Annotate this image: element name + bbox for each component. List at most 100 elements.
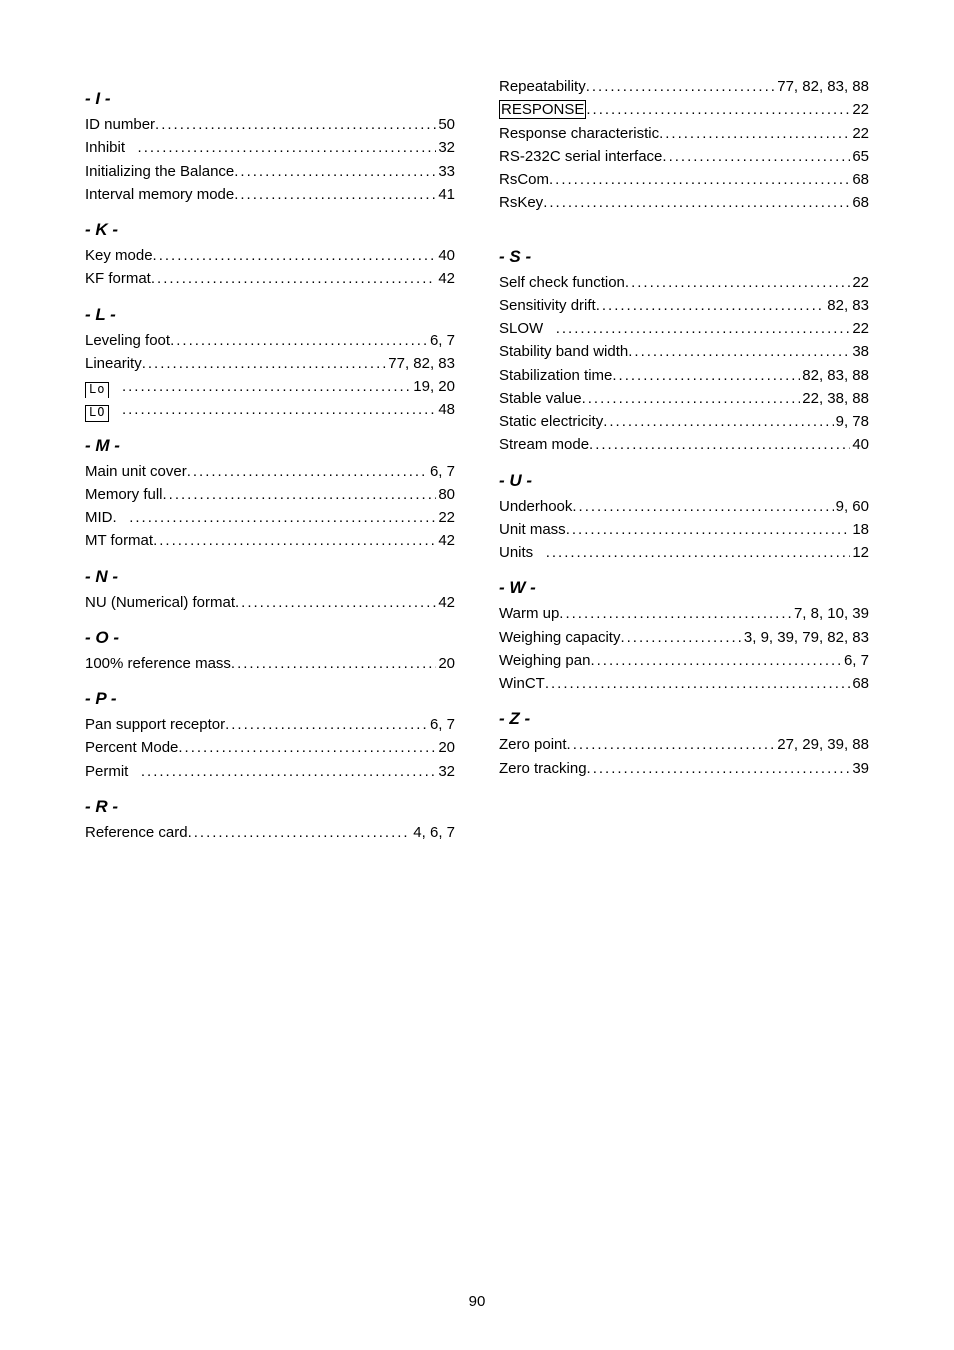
index-pages: 3, 9, 39, 79, 82, 83 [742,626,869,649]
leader-dots [620,626,741,649]
index-section-head: - P - [85,689,455,709]
index-entry: WinCT68 [499,672,869,695]
index-entry: Warm up7, 8, 10, 39 [499,602,869,625]
index-entry: RS-232C serial interface65 [499,145,869,168]
index-label: Stability band width [499,340,628,363]
leader-dots [559,602,792,625]
leader-dots [141,760,436,783]
index-section-head: - S - [499,247,869,267]
index-label: Underhook [499,495,572,518]
index-entry: RsKey 68 [499,191,869,214]
label-pad [109,378,122,395]
index-section-head: - R - [85,797,455,817]
page-root: - I -ID number50Inhibit 32Initializing t… [0,0,954,1350]
index-entry: Inhibit 32 [85,136,455,159]
index-label: MID. [85,506,129,529]
page-number: 90 [0,1293,954,1310]
leader-dots [235,591,436,614]
index-label: NU (Numerical) format [85,591,235,614]
leader-dots [612,364,800,387]
index-pages: 82, 83, 88 [800,364,869,387]
index-pages: 50 [436,113,455,136]
index-label: SLOW [499,317,556,340]
index-entry: Memory full80 [85,483,455,506]
index-pages: 22 [850,98,869,121]
index-section-head: - L - [85,305,455,325]
index-entry: 100% reference mass20 [85,652,455,675]
index-label: Leveling foot [85,329,170,352]
index-entry: Main unit cover6, 7 [85,460,455,483]
leader-dots [662,145,850,168]
index-entry: ID number50 [85,113,455,136]
index-pages: 6, 7 [842,649,869,672]
index-pages: 18 [850,518,869,541]
index-label: Static electricity [499,410,603,433]
index-entry: RESPONSE 22 [499,98,869,121]
index-entry: Units 12 [499,541,869,564]
index-pages: 6, 7 [428,713,455,736]
index-entry: Stable value22, 38, 88 [499,387,869,410]
leader-dots [163,483,437,506]
index-label: 100% reference mass [85,652,231,675]
leader-dots [587,757,851,780]
leader-dots [129,506,436,529]
index-label: RsKey [499,191,543,214]
index-entry: Permit 32 [85,760,455,783]
index-label: Stabilization time [499,364,612,387]
index-entry: Response characteristic22 [499,122,869,145]
leader-dots [625,271,850,294]
index-entry: Interval memory mode41 [85,183,455,206]
index-pages: 68 [850,191,869,214]
index-pages: 82, 83 [825,294,869,317]
index-entry: Percent Mode20 [85,736,455,759]
leader-dots [596,294,826,317]
leader-dots [628,340,850,363]
index-pages: 68 [850,672,869,695]
index-section-head: - K - [85,220,455,240]
index-entry: Leveling foot6, 7 [85,329,455,352]
index-entry: KF format42 [85,267,455,290]
index-entry: SLOW 22 [499,317,869,340]
index-pages: 22 [436,506,455,529]
index-label: Self check function [499,271,625,294]
label-pad [543,320,556,337]
index-entry: LO 48 [85,398,455,421]
index-pages: 19, 20 [411,375,455,398]
index-section-head: - M - [85,436,455,456]
index-pages: 4, 6, 7 [411,821,455,844]
index-label: Response characteristic [499,122,659,145]
index-label: Sensitivity drift [499,294,596,317]
spacer [499,215,869,233]
index-entry: Self check function22 [499,271,869,294]
index-label: Repeatability [499,75,586,98]
index-entry: Linearity77, 82, 83 [85,352,455,375]
index-pages: 22 [850,317,869,340]
index-pages: 42 [436,529,455,552]
index-pages: 80 [436,483,455,506]
index-pages: 9, 78 [834,410,869,433]
leader-dots [586,98,850,121]
index-label: Main unit cover [85,460,187,483]
leader-dots [138,136,437,159]
leader-dots [234,160,436,183]
leader-dots [567,733,776,756]
leader-dots [572,495,833,518]
index-entry: Sensitivity drift 82, 83 [499,294,869,317]
index-pages: 68 [850,168,869,191]
index-pages: 27, 29, 39, 88 [775,733,869,756]
lo-icon: LO [85,405,109,421]
index-label: Stream mode [499,433,589,456]
leader-dots [187,460,428,483]
index-section-head: - O - [85,628,455,648]
index-entry: Zero tracking39 [499,757,869,780]
leader-dots [142,352,387,375]
index-pages: 42 [436,267,455,290]
leader-dots [589,433,850,456]
index-label: Percent Mode [85,736,178,759]
leader-dots [545,672,850,695]
leader-dots [590,649,842,672]
index-entry: Initializing the Balance33 [85,160,455,183]
index-label: Zero tracking [499,757,587,780]
columns-container: - I -ID number50Inhibit 32Initializing t… [85,75,869,844]
index-entry: Underhook9, 60 [499,495,869,518]
